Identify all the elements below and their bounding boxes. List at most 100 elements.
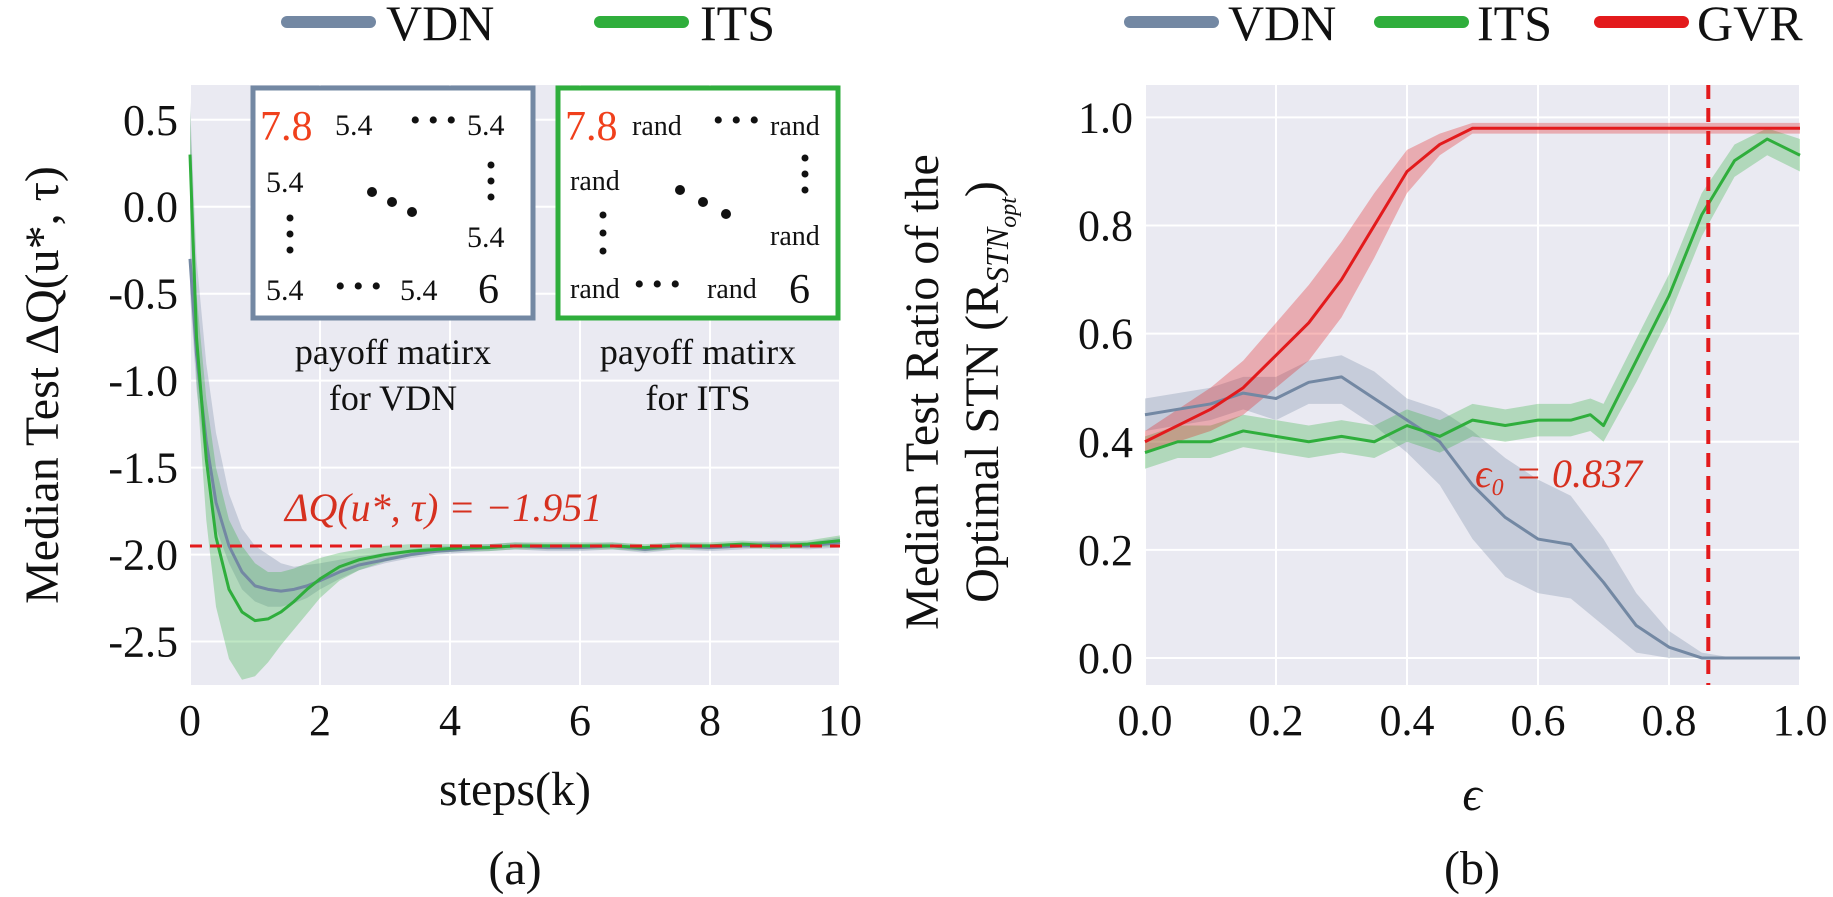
reference-label-b: ϵ₀ = 0.837: [1475, 451, 1644, 496]
series-line-its: [1144, 137, 1801, 454]
x-tick-label: 8: [699, 696, 721, 745]
inset-its-diag-dot-2: [698, 197, 708, 207]
y-tick-label: 0.0: [123, 183, 178, 232]
inset-its-vdot-l3: [599, 247, 607, 255]
inset-vdn-mid-right: 5.4: [467, 221, 505, 254]
y-tick-label: -2.0: [108, 531, 178, 580]
legend-b: VDN ITS GVR: [1124, 0, 1803, 51]
y-tick-label: 0.2: [1078, 526, 1133, 575]
inset-vdn-vdot-r1: [487, 161, 495, 169]
band-vdn: [1145, 355, 1800, 658]
inset-vdn-vdot-r3: [487, 193, 495, 201]
inset-vdn-diag-dot-1: [367, 187, 377, 197]
x-tick-label: 2: [309, 696, 331, 745]
inset-vdn-diag-dot-2: [387, 197, 397, 207]
series-line-its: [188, 154, 841, 623]
inset-vdn-vdot-l2: [286, 230, 294, 238]
y-axis-title-b-line2: Optimal STN (RSTNopt): [956, 181, 1022, 603]
lines-a: [188, 154, 841, 623]
inset-its-bot-right: 6: [789, 267, 810, 313]
inset-its-diag-dot-1: [675, 185, 685, 195]
inset-its-vdot-r2: [801, 170, 809, 178]
y-axis-title-b-line2-text: Optimal STN (R: [956, 283, 1009, 603]
y-axis-title-b-close: ): [956, 181, 1009, 197]
x-axis-title-b: ϵ: [1462, 768, 1483, 821]
inset-its-top-dots: • • •: [713, 104, 760, 137]
legend-b-label-its: ITS: [1477, 0, 1552, 51]
legend-b-label-vdn: VDN: [1228, 0, 1336, 51]
inset-vdn-diag-dot-3: [407, 207, 417, 217]
legend-a-label-its: ITS: [700, 0, 775, 51]
legend-a: VDN ITS: [281, 0, 775, 51]
panel-a: 0 2 4 6 8 10 0.5 0.0 -0.5 -1.0 -1.5 -2.0 -2.5 Median…: [16, 0, 862, 895]
y-tick-label: 0.6: [1078, 310, 1133, 359]
inset-its-bot-mid: rand: [707, 274, 757, 305]
panel-b: 0.0 0.2 0.4 0.6 0.8 1.0 0.0 0.2 0.4 0.6 0.8 1.0 Med…: [896, 0, 1828, 895]
inset-its-top-left: 7.8: [565, 104, 618, 150]
inset-its-vdot-r1: [801, 154, 809, 162]
y-axis-title-b-sub: STN: [979, 226, 1015, 283]
inset-vdn-bot-dots: • • •: [335, 270, 382, 303]
x-tick-label: 10: [818, 696, 862, 745]
inset-its-frame: [555, 85, 841, 321]
inset-its-caption-2: for ITS: [646, 378, 751, 418]
y-axis-title-b-subsub: opt: [996, 196, 1022, 228]
inset-vdn-vdot-l3: [286, 246, 294, 254]
inset-vdn-vdot-r2: [487, 177, 495, 185]
inset-vdn-bot-mid: 5.4: [400, 274, 438, 307]
inset-vdn-top-left: 7.8: [260, 104, 313, 150]
y-tick-label: -0.5: [108, 270, 178, 319]
inset-vdn-top-mid: 5.4: [335, 109, 373, 142]
y-tick-label: -2.5: [108, 618, 178, 667]
bands-a: [190, 102, 840, 680]
y-tick-label: 0.0: [1078, 634, 1133, 683]
inset-its-bot-dots: • • •: [634, 268, 681, 301]
x-tick-label: 0: [179, 696, 201, 745]
series-line-vdn: [1144, 375, 1800, 660]
ticks-b: 0.0 0.2 0.4 0.6 0.8 1.0 0.0 0.2 0.4 0.6 0.8 1.0: [1078, 93, 1828, 745]
y-axis-title-a-text: Median Test ΔQ(u*, τ): [16, 166, 69, 604]
ticks-a: 0 2 4 6 8 10 0.5 0.0 -0.5 -1.0 -1.5 -2.0 -2.5: [108, 96, 862, 745]
y-tick-label: 0.8: [1078, 202, 1133, 251]
inset-its-diag-dot-3: [721, 209, 731, 219]
plot-area-b: [1145, 85, 1800, 685]
legend-b-label-gvr: GVR: [1697, 0, 1803, 51]
series-line-gvr: [1144, 126, 1800, 444]
x-tick-label: 0.6: [1511, 696, 1566, 745]
inset-vdn-caption-2: for VDN: [329, 378, 457, 418]
lines-b: [1144, 126, 1801, 660]
inset-its-vdot-l2: [599, 229, 607, 237]
inset-its-caption-1: payoff matirx: [600, 332, 796, 372]
inset-vdn-bot-right: 6: [478, 267, 499, 313]
x-tick-label: 0.2: [1249, 696, 1304, 745]
inset-vdn-caption-1: payoff matirx: [295, 332, 491, 372]
y-tick-label: 1.0: [1078, 93, 1133, 142]
inset-its-vdot-l1: [599, 211, 607, 219]
inset-vdn-top-right: 5.4: [467, 109, 505, 142]
y-tick-label: 0.4: [1078, 418, 1133, 467]
x-tick-label: 0.4: [1380, 696, 1435, 745]
x-axis-title-a: steps(k): [439, 763, 591, 816]
inset-vdn-vdot-l1: [286, 214, 294, 222]
y-axis-title-a: Median Test ΔQ(u*, τ): [16, 166, 69, 604]
y-axis-title-b-line1: Median Test Ratio of the: [896, 154, 949, 630]
inset-its-bot-left: rand: [570, 274, 620, 305]
legend-a-label-vdn: VDN: [386, 0, 494, 51]
y-tick-label: -1.0: [108, 357, 178, 406]
x-tick-label: 1.0: [1773, 696, 1828, 745]
x-tick-label: 4: [439, 696, 461, 745]
y-tick-label: 0.5: [123, 96, 178, 145]
band-its: [190, 111, 840, 680]
grid-b: [1144, 85, 1801, 685]
inset-vdn-mid-left: 5.4: [266, 166, 304, 199]
inset-its-top-right: rand: [770, 111, 820, 142]
x-tick-label: 0.0: [1118, 696, 1173, 745]
caption-a: (a): [488, 842, 541, 895]
inset-vdn: 7.8 5.4 • • • 5.4 5.4 5.4 5.4 • • • 5.4 …: [250, 85, 536, 418]
inset-vdn-bot-left: 5.4: [266, 274, 304, 307]
inset-its-top-mid: rand: [632, 111, 682, 142]
inset-its-mid-right: rand: [770, 221, 820, 252]
caption-b: (b): [1444, 842, 1500, 895]
reference-label-a: ΔQ(u*, τ) = −1.951: [283, 485, 602, 530]
inset-vdn-top-dots: • • •: [410, 104, 457, 137]
